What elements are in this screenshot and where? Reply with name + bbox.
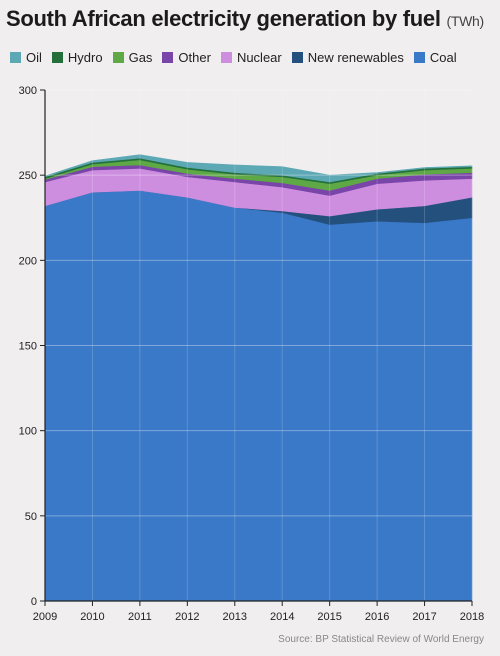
area-oil [44,154,473,183]
chart-title: South African electricity generation by … [6,6,484,32]
legend-swatch-hydro [51,52,63,63]
legend-swatch-gas [112,52,124,63]
legend-item-new-renewables: New renewables [291,50,404,65]
y-tick-label-300: 300 [19,85,37,97]
y-tick-label-0: 0 [31,596,37,608]
y-tick-label-200: 200 [19,255,37,267]
y-tick-label-150: 150 [19,341,37,353]
x-tick-label-2016: 2016 [365,611,389,623]
legend-swatch-nuclear [220,52,232,63]
x-tick-label-2012: 2012 [175,611,199,623]
x-tick-label-2015: 2015 [317,611,341,623]
legend-swatch-oil [10,52,21,63]
x-tick-label-2011: 2011 [128,611,152,623]
legend-swatch-coal [413,52,425,63]
legend-swatch-new-renewables [291,52,303,63]
x-tick-label-2010: 2010 [80,611,104,623]
legend-item-hydro: Hydro [51,50,103,65]
x-tick-label-2009: 2009 [33,611,57,623]
chart-title-text: South African electricity generation by … [6,6,441,31]
y-tick-label-250: 250 [19,170,37,182]
area-coal [44,190,473,602]
chart-title-unit: (TWh) [446,13,484,29]
legend-label-hydro: Hydro [67,50,103,65]
legend-label-coal: Coal [429,50,457,65]
legend-label-new-renewables: New renewables [307,50,404,65]
y-tick-label-100: 100 [19,426,37,438]
y-tick-label-50: 50 [25,511,37,523]
x-tick-label-2013: 2013 [223,611,247,623]
legend-item-oil: Oil [10,50,42,65]
legend-item-coal: Coal [413,50,457,65]
legend-label-other: Other [178,50,211,65]
legend-swatch-other [162,52,174,63]
chart-legend: Oil Hydro Gas Other Nuclear New renewables Coa… [10,50,457,65]
x-tick-label-2014: 2014 [270,611,294,623]
x-tick-label-2017: 2017 [412,611,436,623]
legend-label-oil: Oil [26,50,42,65]
x-tick-label-2018: 2018 [460,611,484,623]
chart-source: Source: BP Statistical Review of World E… [278,634,484,645]
legend-item-gas: Gas [112,50,153,65]
legend-item-nuclear: Nuclear [220,50,282,65]
legend-item-other: Other [162,50,211,65]
legend-label-nuclear: Nuclear [236,50,282,65]
legend-label-gas: Gas [128,50,153,65]
